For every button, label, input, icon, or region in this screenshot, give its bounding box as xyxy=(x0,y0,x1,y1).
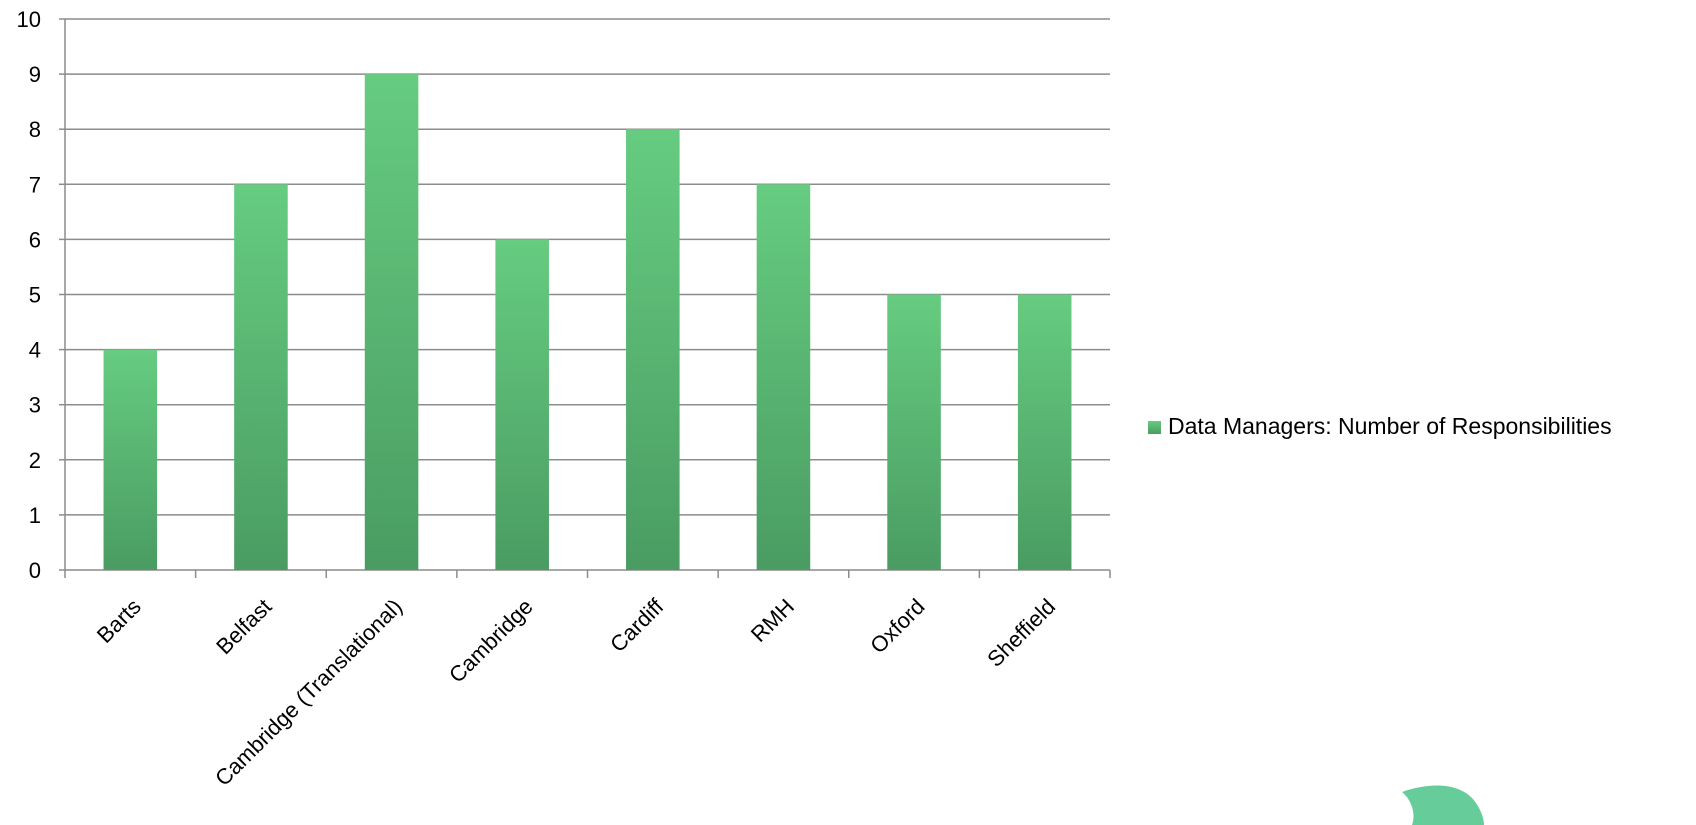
bars xyxy=(103,74,1072,571)
axes xyxy=(64,19,1111,578)
bar-rmh xyxy=(756,184,811,571)
bar-belfast xyxy=(234,184,288,571)
y-tick-label: 4 xyxy=(29,338,41,363)
y-tick-label: 3 xyxy=(29,393,41,418)
gridlines xyxy=(59,18,1110,571)
x-tick-label: Sheffield xyxy=(982,594,1060,672)
y-tick-label: 2 xyxy=(29,448,41,473)
y-tick-label: 9 xyxy=(29,62,41,87)
x-tick-label: Cardiff xyxy=(605,593,669,657)
y-tick-label: 6 xyxy=(29,227,41,252)
legend: Data Managers: Number of Responsibilitie… xyxy=(1148,413,1612,439)
x-tick-label: Belfast xyxy=(211,594,276,659)
y-tick-label: 7 xyxy=(29,172,41,197)
y-tick-label: 5 xyxy=(29,283,41,308)
bar-cardiff xyxy=(626,129,680,570)
legend-swatch xyxy=(1148,421,1161,434)
bar-cambridge xyxy=(495,239,549,570)
y-tick-label: 8 xyxy=(29,117,41,142)
y-tick-label: 10 xyxy=(17,7,41,32)
legend-label: Data Managers: Number of Responsibilitie… xyxy=(1168,413,1612,439)
x-tick-label: Oxford xyxy=(865,594,929,658)
decorative-logo-shape xyxy=(1402,785,1484,825)
bar-barts xyxy=(103,349,158,570)
y-tick-labels: 0 1 2 3 4 5 6 7 8 9 10 xyxy=(17,7,41,583)
y-tick-label: 0 xyxy=(29,558,41,583)
x-tick-label: Barts xyxy=(92,594,146,648)
x-tick-label: RMH xyxy=(746,594,799,647)
bar-sheffield xyxy=(1017,294,1072,570)
bar-cambridge-translational xyxy=(364,74,419,570)
x-tick-label: Cambridge xyxy=(444,594,538,688)
bar-oxford xyxy=(887,294,941,570)
y-tick-label: 1 xyxy=(29,503,41,528)
